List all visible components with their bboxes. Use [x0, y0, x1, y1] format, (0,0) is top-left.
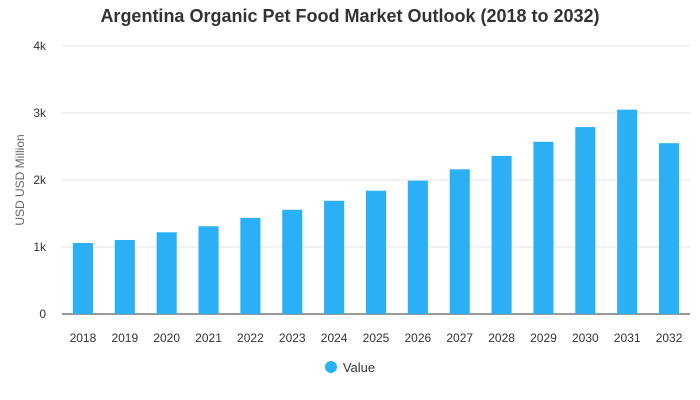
bar[interactable] — [282, 209, 303, 314]
bar[interactable] — [156, 232, 177, 314]
y-axis-title: USD USD Million — [13, 134, 27, 225]
bar[interactable] — [533, 141, 554, 314]
bars — [72, 109, 680, 315]
x-tick-label: 2029 — [530, 331, 557, 345]
x-tick-label: 2022 — [237, 331, 264, 345]
bar[interactable] — [659, 143, 680, 314]
x-tick-label: 2020 — [153, 331, 180, 345]
bar[interactable] — [449, 169, 470, 314]
bar[interactable] — [198, 226, 219, 314]
legend-label: Value — [342, 360, 376, 375]
x-tick-label: 2023 — [279, 331, 306, 345]
bar[interactable] — [114, 239, 135, 314]
y-tick-label: 3k — [33, 106, 47, 120]
x-tick-label: 2021 — [195, 331, 222, 345]
x-axis: 2018 2019 2020 2021 2022 2023 2024 2025 2026 2027… — [70, 331, 683, 345]
bar[interactable] — [575, 127, 596, 314]
x-tick-label: 2024 — [321, 331, 348, 345]
y-tick-label: 0 — [39, 307, 46, 321]
legend[interactable]: Value — [0, 360, 700, 375]
x-tick-label: 2027 — [446, 331, 473, 345]
x-tick-label: 2019 — [111, 331, 138, 345]
x-tick-label: 2032 — [656, 331, 683, 345]
bar[interactable] — [491, 155, 512, 314]
bar[interactable] — [72, 242, 93, 314]
y-tick-label: 4k — [33, 39, 47, 53]
y-tick-label: 1k — [33, 240, 47, 254]
bar[interactable] — [365, 190, 387, 314]
x-tick-label: 2031 — [614, 331, 641, 345]
legend-marker — [324, 361, 337, 373]
bar[interactable] — [324, 200, 345, 314]
x-tick-label: 2028 — [488, 331, 515, 345]
bar[interactable] — [617, 109, 638, 315]
x-tick-label: 2018 — [70, 331, 97, 345]
x-tick-label: 2025 — [363, 331, 390, 345]
bar[interactable] — [240, 217, 261, 314]
bar[interactable] — [407, 180, 428, 314]
x-tick-label: 2030 — [572, 331, 599, 345]
chart-title: Argentina Organic Pet Food Market Outloo… — [100, 6, 600, 26]
y-axis: 0 1k 2k 3k 4k — [33, 39, 47, 321]
y-tick-label: 2k — [33, 173, 47, 187]
x-tick-label: 2026 — [405, 331, 432, 345]
